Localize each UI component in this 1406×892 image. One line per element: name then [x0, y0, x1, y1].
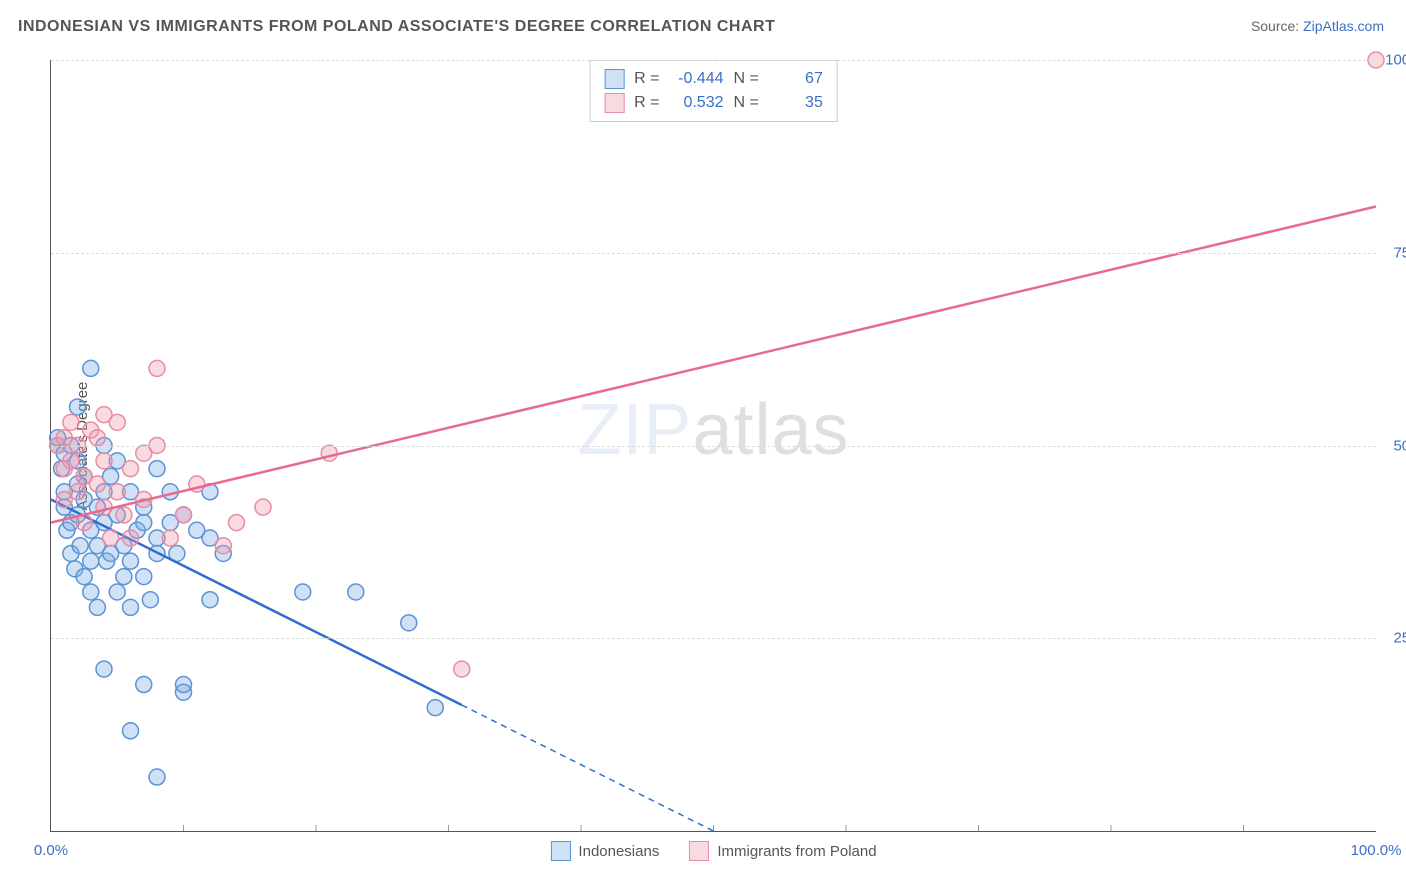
data-point — [96, 453, 112, 469]
data-point — [109, 414, 125, 430]
trend-line — [51, 206, 1376, 522]
data-point — [176, 677, 192, 693]
data-point — [295, 584, 311, 600]
grid-line-h — [51, 253, 1376, 254]
bottom-legend: Indonesians Immigrants from Poland — [550, 841, 876, 861]
data-point — [123, 553, 139, 569]
data-point — [116, 569, 132, 585]
trend-line-extrapolated — [462, 705, 714, 831]
data-point — [70, 399, 86, 415]
data-point — [142, 592, 158, 608]
plot-area: ZIPatlas R = -0.444 N = 67 R = 0.532 N =… — [50, 60, 1376, 832]
data-point — [109, 484, 125, 500]
chart-title: INDONESIAN VS IMMIGRANTS FROM POLAND ASS… — [18, 18, 775, 36]
data-point — [63, 414, 79, 430]
data-point — [70, 484, 86, 500]
data-point — [72, 538, 88, 554]
data-point — [123, 723, 139, 739]
data-point — [229, 515, 245, 531]
y-tick-label: 75.0% — [1393, 244, 1406, 261]
y-tick-label: 100.0% — [1385, 52, 1406, 69]
data-point — [63, 453, 79, 469]
data-point — [76, 569, 92, 585]
data-point — [89, 476, 105, 492]
source-link[interactable]: ZipAtlas.com — [1303, 18, 1384, 34]
data-point — [123, 599, 139, 615]
data-point — [136, 677, 152, 693]
legend-item-2: Immigrants from Poland — [689, 841, 876, 861]
legend-label-2: Immigrants from Poland — [717, 843, 876, 860]
data-point — [116, 507, 132, 523]
data-point — [83, 360, 99, 376]
data-point — [215, 538, 231, 554]
data-point — [176, 507, 192, 523]
data-point — [89, 599, 105, 615]
data-point — [348, 584, 364, 600]
x-tick-label: 100.0% — [1351, 842, 1402, 859]
data-point — [96, 661, 112, 677]
data-point — [401, 615, 417, 631]
data-point — [149, 461, 165, 477]
source-attribution: Source: ZipAtlas.com — [1251, 18, 1384, 34]
y-tick-label: 25.0% — [1393, 630, 1406, 647]
grid-line-h — [51, 60, 1376, 61]
data-point — [255, 499, 271, 515]
data-point — [136, 515, 152, 531]
grid-line-h — [51, 446, 1376, 447]
data-point — [83, 553, 99, 569]
y-tick-label: 50.0% — [1393, 437, 1406, 454]
data-point — [109, 584, 125, 600]
data-point — [83, 584, 99, 600]
swatch-series-1 — [550, 841, 570, 861]
legend-label-1: Indonesians — [578, 843, 659, 860]
legend-item-1: Indonesians — [550, 841, 659, 861]
x-tick-label: 0.0% — [34, 842, 68, 859]
data-point — [427, 700, 443, 716]
data-point — [96, 499, 112, 515]
data-point — [123, 461, 139, 477]
data-point — [89, 430, 105, 446]
data-point — [149, 360, 165, 376]
data-point — [454, 661, 470, 677]
data-point — [103, 530, 119, 546]
data-point — [202, 592, 218, 608]
grid-line-h — [51, 638, 1376, 639]
data-point — [136, 569, 152, 585]
data-point — [123, 530, 139, 546]
source-label: Source: — [1251, 18, 1299, 34]
data-point — [162, 530, 178, 546]
data-point — [149, 769, 165, 785]
swatch-series-2 — [689, 841, 709, 861]
chart-container: INDONESIAN VS IMMIGRANTS FROM POLAND ASS… — [0, 0, 1406, 892]
